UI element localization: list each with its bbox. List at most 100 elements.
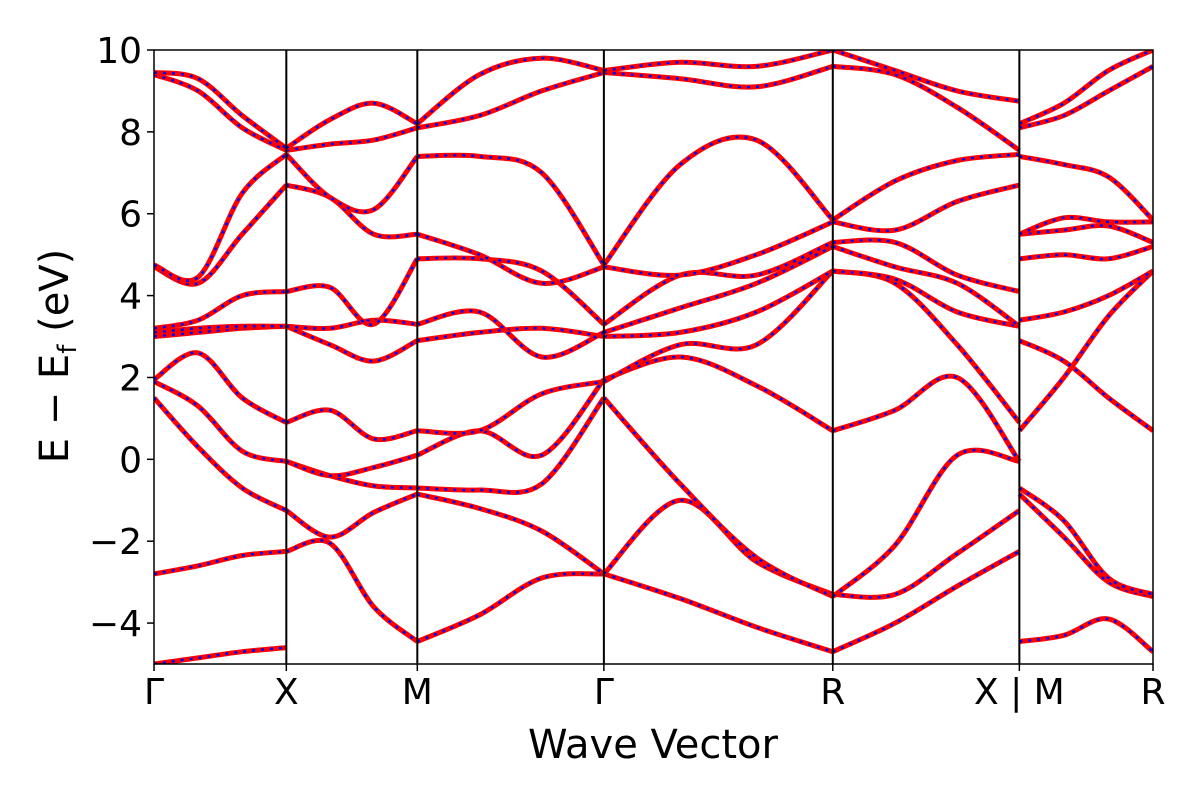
- band-line-red: [285, 257, 420, 327]
- band-line-blue-dashed: [285, 408, 418, 441]
- band-line-blue-dashed: [417, 326, 605, 342]
- band-line-blue-dashed: [1018, 493, 1153, 598]
- y-axis-title-subscript: f: [53, 344, 83, 354]
- band-line-red: [602, 240, 834, 327]
- band-line-red: [284, 100, 419, 151]
- band-line-blue-dashed: [416, 56, 605, 125]
- x-tick-label: X: [274, 672, 299, 713]
- band-line-red: [1017, 485, 1153, 597]
- band-line-blue-dashed: [154, 646, 287, 664]
- band-line-blue-dashed: [416, 233, 605, 285]
- band-line-red: [1018, 64, 1153, 131]
- band-line-blue-dashed: [603, 245, 834, 334]
- band-line-red: [602, 396, 834, 599]
- y-tick-label: 4: [119, 277, 142, 318]
- band-line-blue-dashed: [285, 325, 418, 363]
- x-tick-label: Γ: [144, 672, 164, 713]
- band-line-blue-dashed: [417, 71, 605, 130]
- y-axis-title-suffix: (eV): [32, 249, 78, 345]
- x-tick-label: X | M: [974, 672, 1065, 713]
- y-tick-label: 0: [119, 440, 142, 481]
- band-line-blue-dashed: [832, 238, 1020, 293]
- y-ticks: −4 −2 0 2 4 6 8 10: [89, 31, 154, 645]
- band-line-blue-dashed: [832, 269, 1021, 424]
- x-tick-label: R: [1140, 672, 1165, 713]
- band-line-blue-dashed: [1018, 486, 1153, 596]
- y-tick-label: 10: [96, 31, 142, 72]
- band-line-blue-dashed: [417, 256, 605, 326]
- band-line-red: [603, 50, 834, 73]
- band-line-blue-dashed: [154, 73, 287, 152]
- x-axis-title: Wave Vector: [528, 722, 779, 768]
- band-line-blue-dashed: [416, 378, 605, 458]
- band-line-blue-dashed: [416, 572, 604, 643]
- band-line-blue-dashed: [1019, 65, 1153, 130]
- band-line-blue-dashed: [1019, 269, 1153, 322]
- y-tick-label: 8: [119, 113, 142, 154]
- x-ticks: Γ X M Γ R X | M R: [144, 664, 1166, 713]
- band-line-blue-dashed: [285, 539, 419, 643]
- k-point-lines: [285, 50, 1021, 664]
- band-line-blue-dashed: [602, 135, 834, 266]
- band-line-red: [1019, 616, 1153, 654]
- band-line-blue-dashed: [1018, 216, 1153, 236]
- band-line-blue-dashed: [417, 492, 605, 575]
- band-line-red: [831, 151, 1020, 223]
- x-tick-label: Γ: [594, 672, 614, 713]
- band-line-blue-dashed: [832, 153, 1020, 221]
- band-line-blue-dashed: [603, 269, 834, 338]
- band-line-blue-dashed: [832, 509, 1021, 599]
- band-line-blue-dashed: [154, 397, 287, 512]
- band-line-red: [832, 50, 1020, 104]
- x-tick-label: M: [402, 672, 433, 713]
- y-tick-label: −4: [89, 604, 142, 645]
- band-line-blue-dashed: [417, 397, 605, 494]
- band-line-red: [832, 182, 1021, 234]
- band-line-red: [1018, 338, 1153, 433]
- band-line-blue-dashed: [603, 270, 834, 383]
- band-line-red: [415, 55, 605, 126]
- band-line-red: [603, 219, 834, 278]
- band-line-blue-dashed: [832, 550, 1021, 653]
- band-line-red: [417, 379, 605, 436]
- band-line-blue-dashed: [832, 183, 1020, 233]
- band-line-blue-dashed: [286, 258, 419, 326]
- band-line-blue-dashed: [154, 71, 288, 150]
- band-line-blue-dashed: [154, 550, 287, 576]
- band-line-red: [601, 134, 835, 267]
- plot-frame: [153, 49, 1154, 665]
- band-line-red: [603, 354, 835, 433]
- band-line-blue-dashed: [154, 290, 287, 330]
- y-tick-label: 2: [119, 358, 142, 399]
- band-line-red: [1018, 50, 1153, 126]
- band-line-red: [1018, 268, 1153, 323]
- band-line-red: [832, 508, 1021, 600]
- y-tick-label: −2: [89, 522, 142, 563]
- band-line-blue-dashed: [154, 324, 287, 334]
- band-line-blue-dashed: [1019, 245, 1153, 261]
- band-line-red: [416, 308, 605, 360]
- band-line-blue-dashed: [832, 245, 1021, 328]
- y-tick-label: 6: [119, 195, 142, 236]
- band-line-red: [416, 491, 606, 576]
- band-line-blue-dashed: [832, 50, 1020, 103]
- band-line-red: [832, 237, 1021, 294]
- band-line-blue-dashed: [832, 269, 1020, 328]
- band-line-blue-dashed: [602, 397, 834, 598]
- band-line-blue-dashed: [417, 153, 605, 266]
- band-line-red: [154, 289, 287, 331]
- band-line-blue-dashed: [154, 325, 287, 338]
- band-line-red: [154, 152, 288, 284]
- band-line-blue-dashed: [1019, 617, 1153, 653]
- band-line-blue-dashed: [1019, 224, 1153, 244]
- band-line-blue-dashed: [285, 453, 418, 478]
- band-line-blue-dashed: [603, 572, 834, 653]
- band-line-blue-dashed: [286, 126, 418, 152]
- bands-layer: [154, 50, 1153, 664]
- band-line-red: [603, 63, 834, 90]
- band-line-red: [154, 72, 288, 153]
- band-line-blue-dashed: [154, 184, 288, 286]
- band-line-red: [417, 152, 606, 267]
- band-line-red: [1017, 492, 1153, 599]
- band-line-blue-dashed: [1019, 155, 1153, 221]
